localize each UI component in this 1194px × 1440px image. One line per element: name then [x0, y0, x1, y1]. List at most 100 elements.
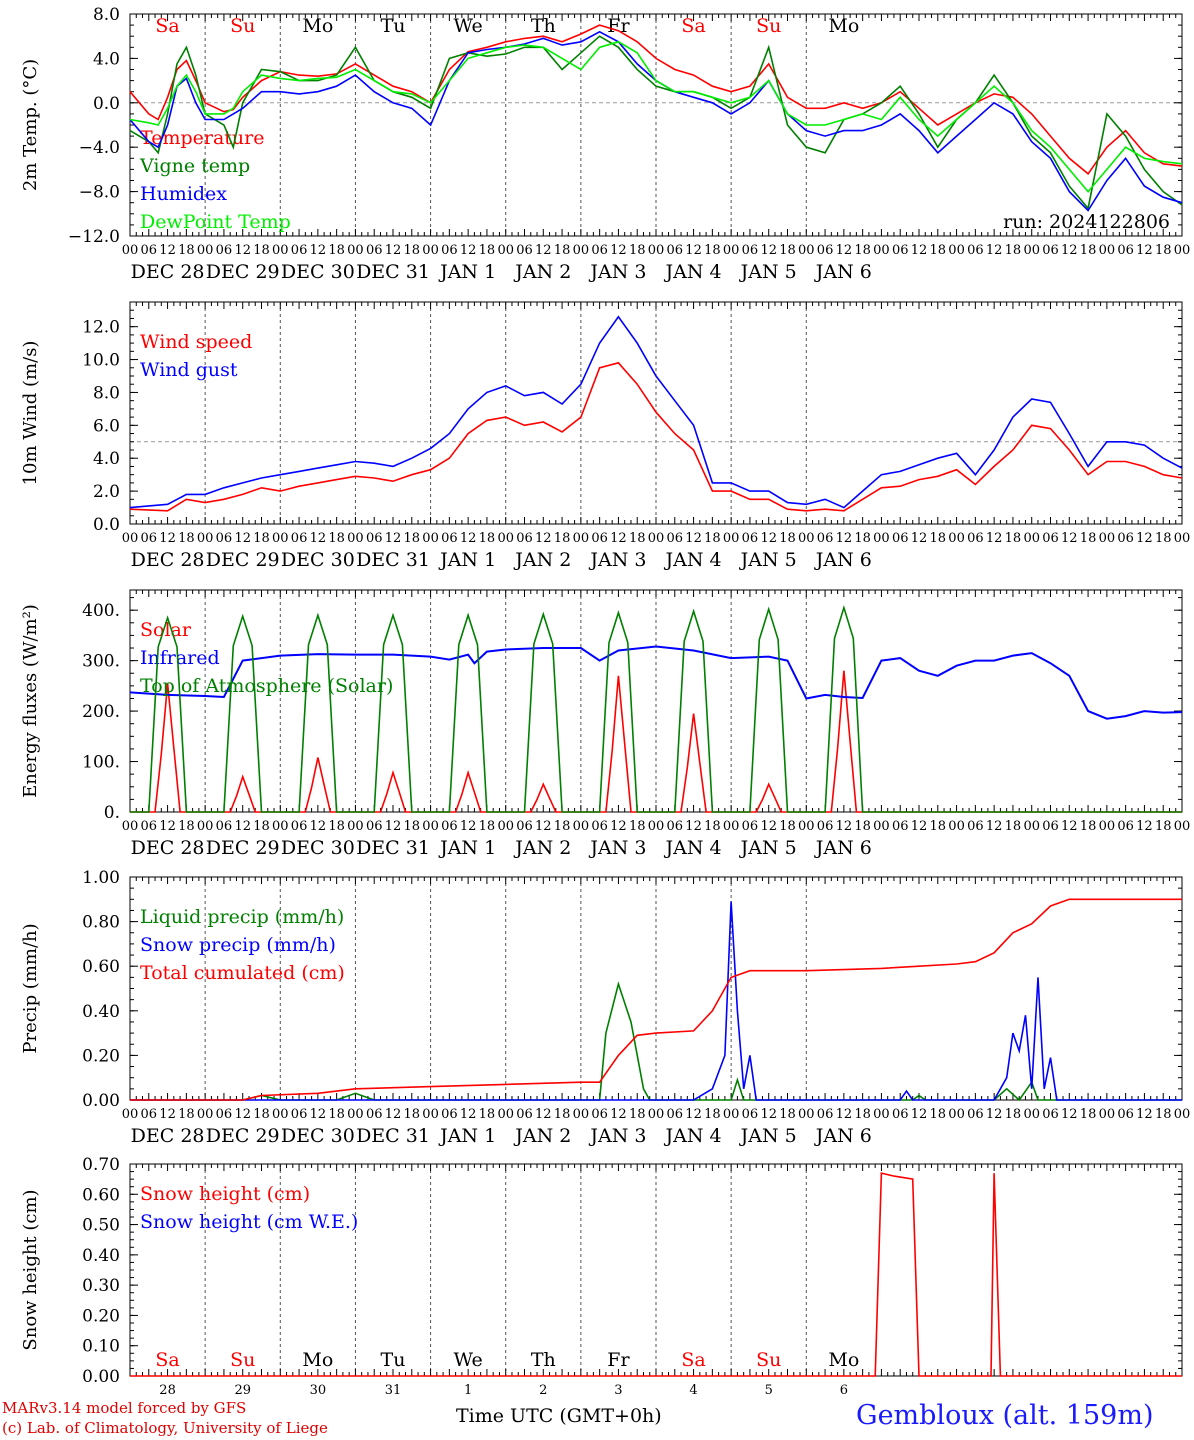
- x-hour-label: 06: [366, 243, 383, 258]
- x-hour-label: 06: [291, 1107, 308, 1122]
- series-line-snow-height-cm-: [130, 1172, 1182, 1377]
- x-hour-label: 00: [197, 243, 214, 258]
- day-name-label: Tu: [381, 1349, 406, 1371]
- x-hour-label: 06: [667, 819, 684, 834]
- x-hour-label: 00: [948, 1107, 965, 1122]
- x-hour-label: 12: [760, 819, 777, 834]
- x-hour-label: 00: [1099, 531, 1116, 546]
- x-date-label: DEC 28: [131, 261, 205, 283]
- x-hour-label: 06: [366, 1107, 383, 1122]
- x-hour-label: 06: [892, 531, 909, 546]
- x-hour-label: 12: [310, 243, 327, 258]
- x-day-number: 3: [614, 1383, 622, 1398]
- x-hour-label: 18: [479, 243, 496, 258]
- y-tick-label: 12.0: [82, 318, 120, 338]
- x-hour-label: 12: [911, 819, 928, 834]
- x-hour-label: 06: [516, 243, 533, 258]
- x-hour-label: 12: [986, 243, 1003, 258]
- day-name-label: Th: [531, 15, 556, 37]
- x-hour-label: 12: [535, 531, 552, 546]
- x-hour-label: 18: [1155, 819, 1172, 834]
- x-hour-label: 18: [704, 531, 721, 546]
- x-hour-label: 12: [385, 243, 402, 258]
- x-hour-label: 12: [836, 531, 853, 546]
- x-date-label: JAN 1: [438, 261, 496, 283]
- x-hour-label: 06: [817, 819, 834, 834]
- x-hour-label: 06: [1117, 531, 1134, 546]
- x-hour-label: 06: [441, 1107, 458, 1122]
- x-day-number: 30: [310, 1383, 327, 1398]
- x-hour-label: 06: [141, 819, 158, 834]
- x-hour-label: 00: [272, 819, 289, 834]
- x-hour-label: 18: [328, 1107, 345, 1122]
- legend-entry: Wind speed: [140, 331, 252, 353]
- x-hour-label: 18: [779, 243, 796, 258]
- x-date-label: JAN 4: [664, 549, 722, 571]
- legend-entry: Snow height (cm): [140, 1183, 310, 1205]
- x-hour-label: 00: [272, 531, 289, 546]
- x-hour-label: 06: [1117, 1107, 1134, 1122]
- x-hour-label: 12: [836, 819, 853, 834]
- x-day-number: 4: [689, 1383, 697, 1398]
- x-date-label: JAN 1: [438, 549, 496, 571]
- y-axis-label: Precip (mm/h): [20, 923, 41, 1053]
- x-date-label: JAN 6: [814, 1125, 872, 1147]
- x-hour-label: 12: [685, 531, 702, 546]
- x-hour-label: 18: [704, 1107, 721, 1122]
- x-hour-label: 12: [1061, 531, 1078, 546]
- x-hour-label: 18: [479, 819, 496, 834]
- x-hour-label: 18: [178, 1107, 195, 1122]
- x-hour-label: 12: [911, 1107, 928, 1122]
- y-tick-label: 300.: [82, 652, 120, 672]
- x-hour-label: 18: [328, 243, 345, 258]
- x-hour-label: 12: [535, 243, 552, 258]
- x-hour-label: 00: [347, 1107, 364, 1122]
- x-hour-label: 00: [422, 819, 439, 834]
- x-hour-label: 18: [930, 243, 947, 258]
- time-axis-label: Time UTC (GMT+0h): [456, 1405, 662, 1427]
- x-hour-label: 06: [141, 1107, 158, 1122]
- legend-entry: Total cumulated (cm): [140, 962, 345, 984]
- x-hour-label: 00: [648, 531, 665, 546]
- x-hour-label: 06: [591, 819, 608, 834]
- x-date-label: JAN 6: [814, 837, 872, 859]
- x-hour-label: 00: [197, 531, 214, 546]
- y-tick-label: 0.0: [93, 515, 120, 535]
- x-hour-label: 00: [1023, 819, 1040, 834]
- x-hour-label: 06: [667, 531, 684, 546]
- x-hour-label: 06: [441, 819, 458, 834]
- x-day-number: 2: [539, 1383, 547, 1398]
- x-hour-label: 12: [234, 819, 251, 834]
- x-hour-label: 18: [854, 1107, 871, 1122]
- x-hour-label: 12: [760, 243, 777, 258]
- day-name-label: Su: [230, 1349, 255, 1371]
- day-name-label: Fr: [607, 1349, 630, 1371]
- x-hour-label: 06: [967, 1107, 984, 1122]
- x-hour-label: 18: [404, 531, 421, 546]
- x-hour-label: 00: [1099, 1107, 1116, 1122]
- x-hour-label: 12: [760, 531, 777, 546]
- x-hour-label: 06: [817, 1107, 834, 1122]
- x-hour-label: 18: [178, 243, 195, 258]
- x-hour-label: 06: [516, 531, 533, 546]
- x-hour-label: 12: [159, 531, 176, 546]
- x-hour-label: 12: [610, 1107, 627, 1122]
- x-hour-label: 00: [798, 243, 815, 258]
- y-tick-label: 0.10: [82, 1337, 120, 1357]
- x-hour-label: 12: [159, 1107, 176, 1122]
- x-hour-label: 00: [648, 243, 665, 258]
- y-tick-label: 0.00: [82, 1367, 120, 1387]
- x-hour-label: 12: [610, 531, 627, 546]
- series-line-total-cumulated-cm-: [130, 898, 1182, 1101]
- y-tick-label: −12.0: [68, 227, 120, 247]
- x-hour-label: 06: [141, 243, 158, 258]
- x-date-label: DEC 28: [131, 549, 205, 571]
- day-name-label: Sa: [681, 1349, 705, 1371]
- day-name-label: Sa: [155, 15, 179, 37]
- x-hour-label: 18: [178, 531, 195, 546]
- day-name-label: Th: [531, 1349, 556, 1371]
- x-hour-label: 00: [948, 819, 965, 834]
- x-hour-label: 06: [967, 531, 984, 546]
- series-line-vigne-temp: [129, 35, 1183, 211]
- x-hour-label: 06: [742, 531, 759, 546]
